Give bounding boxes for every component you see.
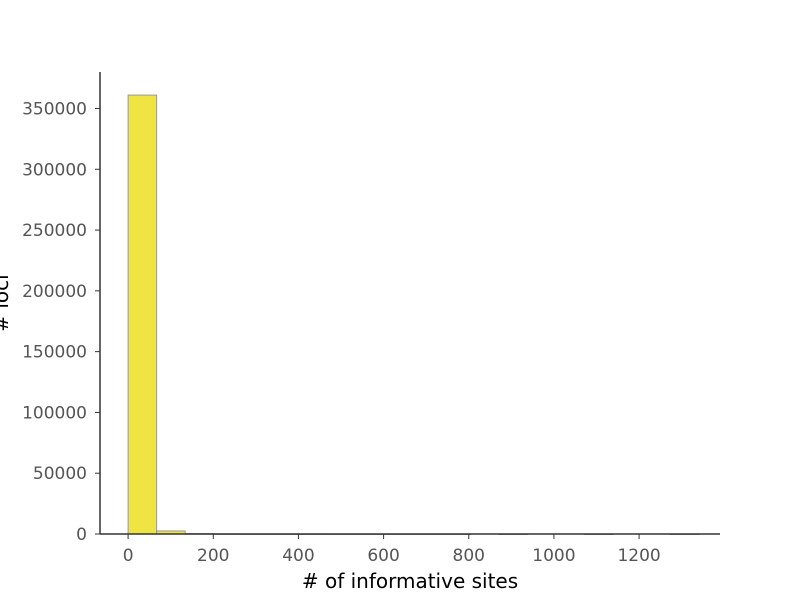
x-tick-label: 1000 <box>532 546 575 566</box>
x-tick-label: 600 <box>367 546 399 566</box>
y-tick-label: 350000 <box>22 99 87 119</box>
x-axis-ticks: 0 200 400 600 800 1000 1200 <box>123 534 661 566</box>
y-axis-title: # loci <box>0 274 13 331</box>
y-tick-label: 100000 <box>22 403 87 423</box>
y-axis-ticks: 0 50000 100000 150000 200000 250000 300000 3500… <box>22 99 100 545</box>
x-tick-label: 800 <box>453 546 485 566</box>
histogram-bar-0 <box>127 94 158 535</box>
histogram-bars <box>127 94 700 535</box>
x-tick-label: 400 <box>282 546 314 566</box>
x-tick-label: 200 <box>197 546 229 566</box>
y-tick-label: 50000 <box>33 464 87 484</box>
y-tick-label: 250000 <box>22 221 87 241</box>
y-tick-label: 0 <box>76 525 87 545</box>
x-tick-label: 1200 <box>617 546 660 566</box>
y-tick-label: 200000 <box>22 282 87 302</box>
x-axis-title: # of informative sites <box>302 569 518 593</box>
y-tick-label: 150000 <box>22 343 87 363</box>
y-tick-label: 300000 <box>22 160 87 180</box>
x-tick-label: 0 <box>123 546 134 566</box>
